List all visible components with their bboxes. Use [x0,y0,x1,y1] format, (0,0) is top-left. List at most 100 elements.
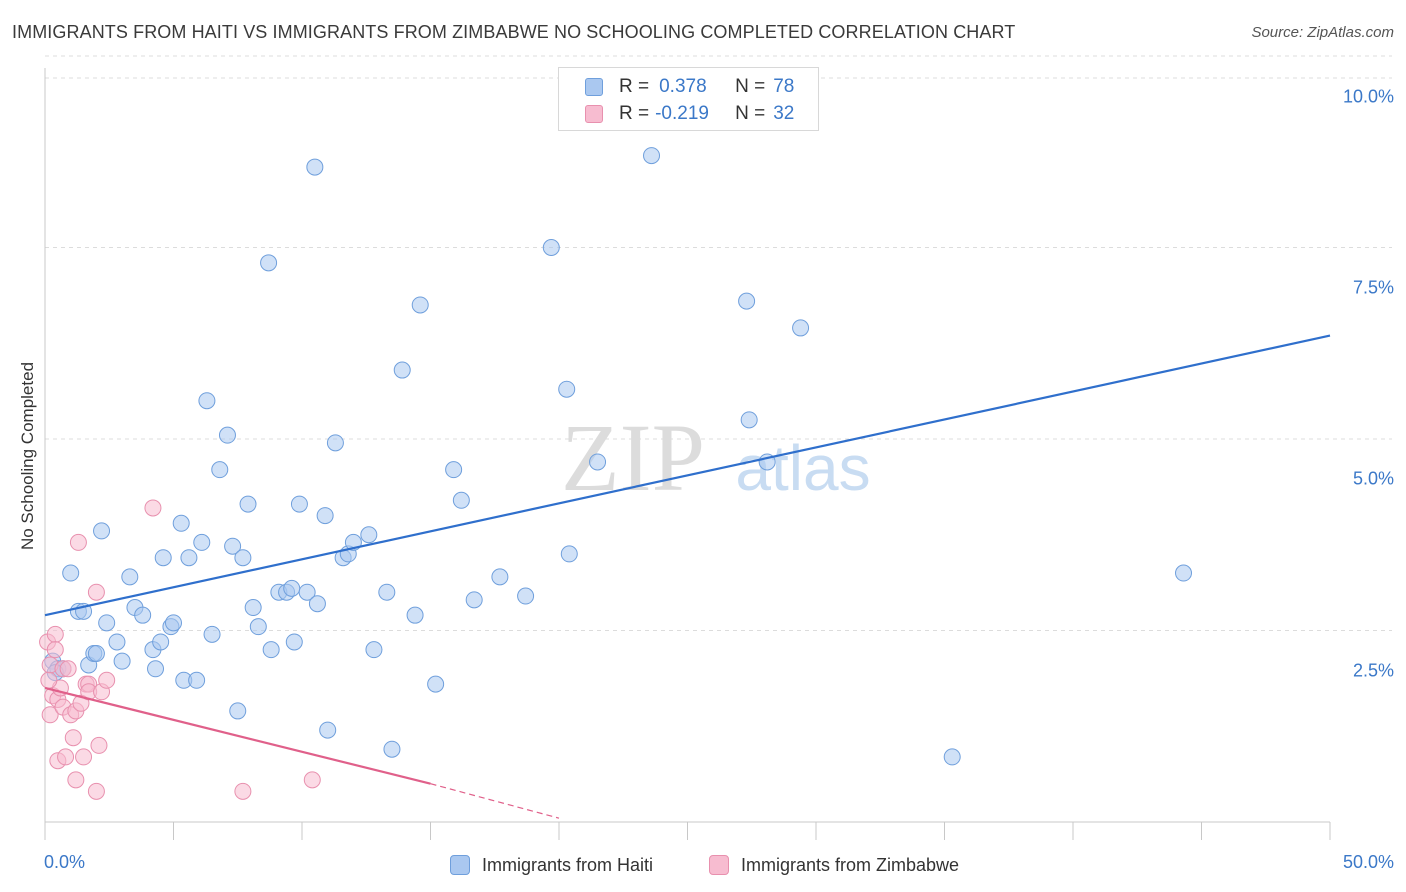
haiti-point [560,545,578,563]
haiti-point [542,239,560,256]
r-value: -0.219 [655,103,709,124]
haiti-point [360,526,378,544]
legend-item-zimbabwe: Immigrants from Zimbabwe [709,852,959,878]
legend-label-haiti: Immigrants from Haiti [482,854,654,875]
haiti-point [792,319,810,337]
haiti-point [172,514,190,532]
haiti-point [427,675,445,693]
n-label: N = [735,103,766,124]
r-value: 0.378 [659,76,707,97]
y-tick-label-7-5: 7.5% [1352,277,1394,298]
haiti-point [87,644,105,662]
haiti-point [224,537,242,555]
haiti-point [260,254,278,272]
legend-row-zimbabwe: R = -0.219 N = 32 [585,101,794,127]
legend-label-zimbabwe: Immigrants from Zimbabwe [741,854,960,875]
haiti-point [445,461,463,479]
n-value: 32 [773,103,795,124]
haiti-point [643,147,661,165]
haiti-point [147,660,165,678]
zimbabwe-point [64,729,82,747]
y-tick-label-2-5: 2.5% [1352,660,1394,681]
zimbabwe-point [234,782,252,800]
n-value: 78 [773,76,795,97]
haiti-point [738,292,756,310]
zimbabwe-legend-swatch-icon [709,855,729,875]
haiti-point [154,549,172,567]
haiti-point [326,434,344,452]
haiti-point [740,411,758,429]
legend-row-haiti: R = 0.378 N = 78 [585,74,794,100]
data-points [39,147,1193,800]
haiti-point [308,595,326,613]
haiti-point [113,652,131,670]
haiti-point [203,625,221,643]
haiti-point [165,614,182,632]
haiti-point [244,599,262,617]
haiti-point [234,549,252,567]
source-label: Source: ZipAtlas.com [1251,24,1394,41]
zimbabwe-trend-line-extension [430,783,560,819]
gridlines [45,55,1392,631]
trend-lines [44,334,1331,819]
haiti-point [62,564,80,582]
haiti-legend-swatch-icon [450,855,470,875]
zimbabwe-point [40,671,58,689]
x-tick-label-max: 50.0% [1342,852,1394,872]
r-label: R = [619,103,650,124]
haiti-point [589,453,607,471]
haiti-point [180,549,198,567]
haiti-point [517,587,535,605]
haiti-point [229,702,247,720]
haiti-point [1175,564,1193,582]
haiti-point [218,426,236,444]
watermark-zip: ZIP [561,404,705,511]
zimbabwe-point [57,748,75,766]
haiti-point [193,533,211,551]
haiti-point [211,461,229,479]
haiti-point [152,633,170,651]
haiti-point [465,591,483,609]
zimbabwe-point [46,625,64,643]
haiti-point [943,748,961,766]
n-label: N = [735,76,766,97]
haiti-point [93,522,111,540]
haiti-point [239,495,257,513]
haiti-point [558,380,576,398]
haiti-point [262,641,280,659]
haiti-point [491,568,509,586]
haiti-point [283,579,301,597]
haiti-point [290,495,308,513]
haiti-point [198,392,216,410]
zimbabwe-point [87,583,105,601]
zimbabwe-trend-line [44,686,431,785]
zimbabwe-point [75,748,93,766]
haiti-swatch-icon [585,78,603,96]
zimbabwe-point [46,641,64,659]
haiti-point [249,618,267,636]
zimbabwe-swatch-icon [585,105,603,123]
haiti-point [188,671,206,689]
haiti-point [134,606,152,624]
zimbabwe-point [67,771,85,789]
haiti-point [319,721,337,739]
haiti-point [378,583,396,601]
watermark-atlas: atlas [735,432,870,504]
zimbabwe-point [144,499,162,517]
haiti-point [411,296,429,314]
haiti-point [306,158,324,176]
zimbabwe-point [98,671,116,689]
haiti-point [383,740,401,758]
y-tick-label-10: 10.0% [1342,86,1394,107]
legend-item-haiti: Immigrants from Haiti [450,852,653,878]
chart-title: IMMIGRANTS FROM HAITI VS IMMIGRANTS FROM… [12,22,1016,42]
x-tick-label-min: 0.0% [44,852,86,872]
haiti-point [98,614,116,632]
zimbabwe-point [69,533,87,551]
haiti-point [108,633,126,651]
haiti-point [285,633,303,651]
zimbabwe-point [303,771,321,789]
zimbabwe-point [90,736,108,754]
zimbabwe-point [87,782,105,800]
